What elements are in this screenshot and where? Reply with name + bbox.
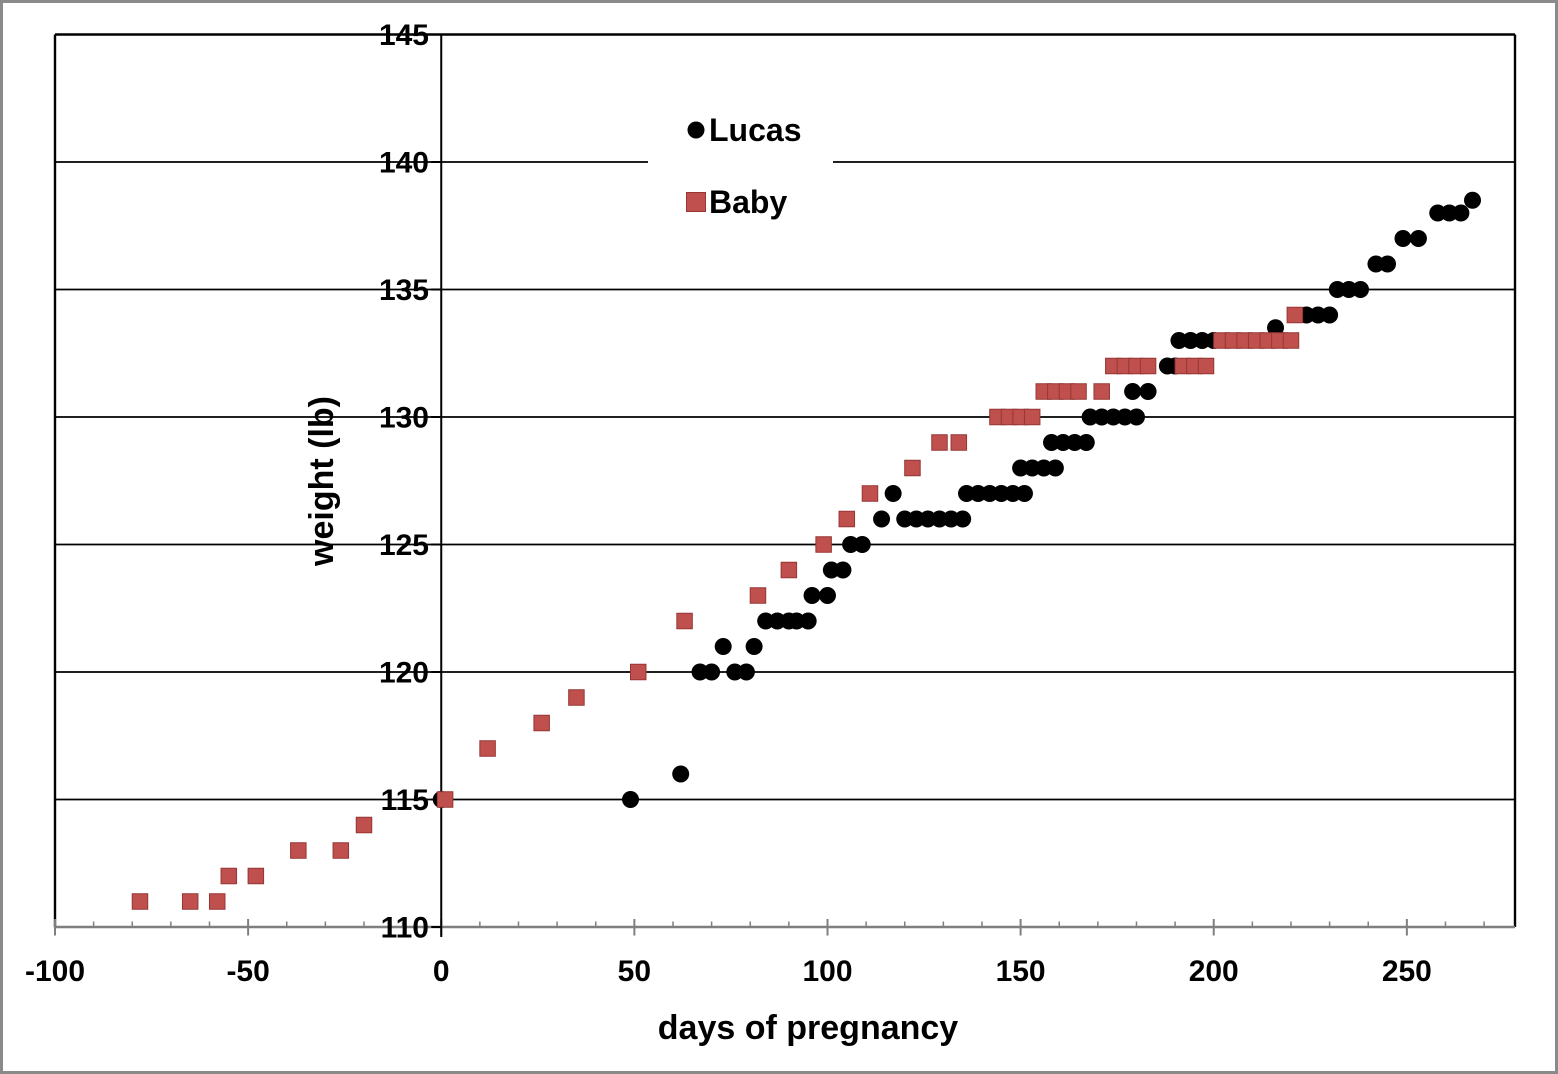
y-axis-tick-label-120: 120 bbox=[379, 657, 429, 690]
lucas-point bbox=[1124, 383, 1142, 400]
baby-point bbox=[1282, 332, 1300, 349]
lucas-point bbox=[873, 510, 891, 528]
baby-point bbox=[332, 842, 350, 859]
baby-point bbox=[181, 893, 199, 910]
x-axis-tick-label-50: 50 bbox=[618, 955, 651, 988]
y-axis-tick-label-110: 110 bbox=[381, 912, 429, 945]
lucas-point bbox=[1409, 230, 1427, 247]
baby-point bbox=[1139, 357, 1157, 375]
x-axis-tick-label-200: 200 bbox=[1189, 955, 1239, 988]
lucas-point bbox=[737, 663, 755, 681]
baby-point bbox=[568, 689, 585, 706]
lucas-point bbox=[1394, 230, 1412, 247]
lucas-point bbox=[1321, 306, 1339, 324]
y-axis-tick-label-125: 125 bbox=[379, 529, 429, 562]
lucas-point bbox=[803, 587, 821, 604]
baby-point bbox=[1197, 357, 1215, 375]
baby-point bbox=[815, 536, 832, 553]
baby-point bbox=[247, 867, 265, 885]
lucas-point bbox=[1352, 281, 1370, 298]
lucas-point bbox=[1464, 191, 1482, 209]
lucas-point bbox=[622, 791, 640, 808]
lucas-point bbox=[853, 536, 871, 553]
lucas-point bbox=[745, 638, 763, 655]
baby-point bbox=[838, 510, 856, 528]
lucas-point bbox=[799, 612, 817, 630]
baby-point bbox=[1286, 306, 1304, 324]
baby-point bbox=[436, 791, 454, 808]
baby-point bbox=[629, 663, 647, 681]
pregnancy-weight-scatter-chart: -100 -50 0 50 100 150 200 250 110 115 120 125 130 135… bbox=[25, 19, 1517, 1047]
y-axis-tick-label-130: 130 bbox=[379, 402, 429, 435]
lucas-point bbox=[954, 510, 972, 528]
baby-point bbox=[904, 459, 921, 477]
legend-box bbox=[648, 98, 833, 221]
baby-point bbox=[780, 561, 798, 579]
lucas-point bbox=[703, 663, 721, 681]
x-axis-tick-label-150: 150 bbox=[996, 955, 1046, 988]
x-axis-tick-label-0: 0 bbox=[433, 955, 450, 988]
baby-point bbox=[131, 893, 149, 910]
lucas-point bbox=[1015, 485, 1033, 502]
lucas-point bbox=[714, 638, 732, 655]
y-axis-tick-label-140: 140 bbox=[379, 147, 429, 180]
x-axis-tick-label-250: 250 bbox=[1382, 955, 1432, 988]
lucas-point bbox=[1127, 408, 1145, 426]
lucas-point bbox=[1077, 434, 1095, 451]
baby-point bbox=[950, 434, 968, 451]
legend-marker-baby-square-icon bbox=[686, 192, 706, 212]
y-axis-tick-label-115: 115 bbox=[381, 784, 429, 817]
lucas-point bbox=[672, 765, 690, 783]
lucas-point bbox=[1379, 255, 1397, 273]
y-axis-title: weight (lb) bbox=[303, 396, 341, 567]
lucas-point bbox=[834, 561, 852, 579]
x-axis-tick-label--50: -50 bbox=[226, 955, 269, 988]
lucas-point bbox=[818, 587, 836, 604]
lucas-point bbox=[1452, 204, 1470, 222]
y-axis-tick-label-145: 145 bbox=[379, 19, 429, 52]
baby-point bbox=[1093, 383, 1110, 400]
x-axis-tick-label-100: 100 bbox=[802, 955, 852, 988]
baby-point bbox=[355, 816, 373, 834]
legend-label-lucas: Lucas bbox=[709, 112, 801, 148]
baby-point bbox=[1023, 408, 1041, 426]
lucas-point bbox=[1267, 319, 1285, 337]
baby-point bbox=[676, 612, 693, 630]
legend-label-baby: Baby bbox=[709, 184, 787, 220]
baby-point bbox=[290, 842, 307, 859]
baby-point bbox=[861, 485, 879, 502]
baby-point bbox=[208, 893, 226, 910]
baby-point bbox=[533, 714, 550, 732]
baby-point bbox=[479, 740, 496, 757]
legend-marker-lucas-circle-icon bbox=[687, 121, 705, 139]
lucas-point bbox=[1046, 459, 1064, 477]
baby-point bbox=[931, 434, 948, 451]
baby-point bbox=[749, 587, 767, 604]
baby-point bbox=[1070, 383, 1087, 400]
y-axis-tick-label-135: 135 bbox=[379, 274, 429, 307]
lucas-point bbox=[1139, 383, 1157, 400]
x-axis-tick-label--100: -100 bbox=[25, 955, 85, 988]
x-axis-title: days of pregnancy bbox=[658, 1009, 959, 1047]
baby-point bbox=[220, 867, 238, 885]
lucas-point bbox=[884, 485, 902, 502]
